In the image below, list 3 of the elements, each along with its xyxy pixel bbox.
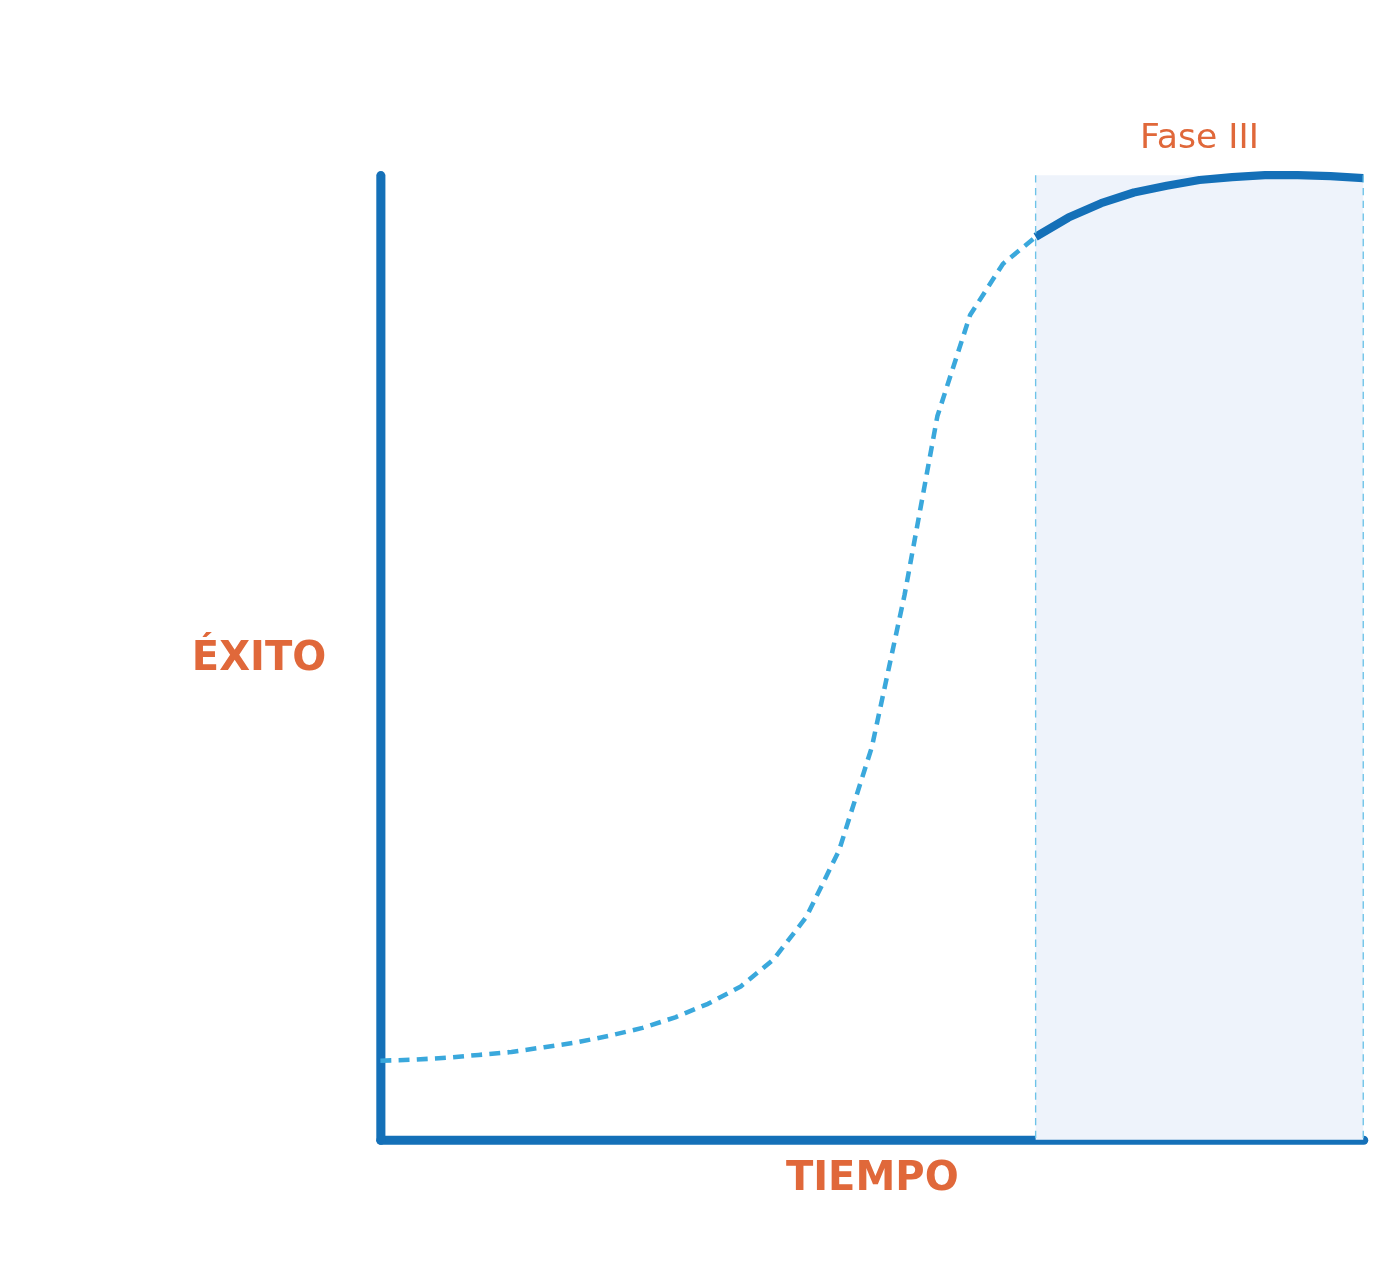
text: Fase III (1140, 115, 1259, 156)
y-axis-title: ÉXITO (191, 631, 327, 679)
x-axis-title: TIEMPO (785, 1153, 959, 1200)
